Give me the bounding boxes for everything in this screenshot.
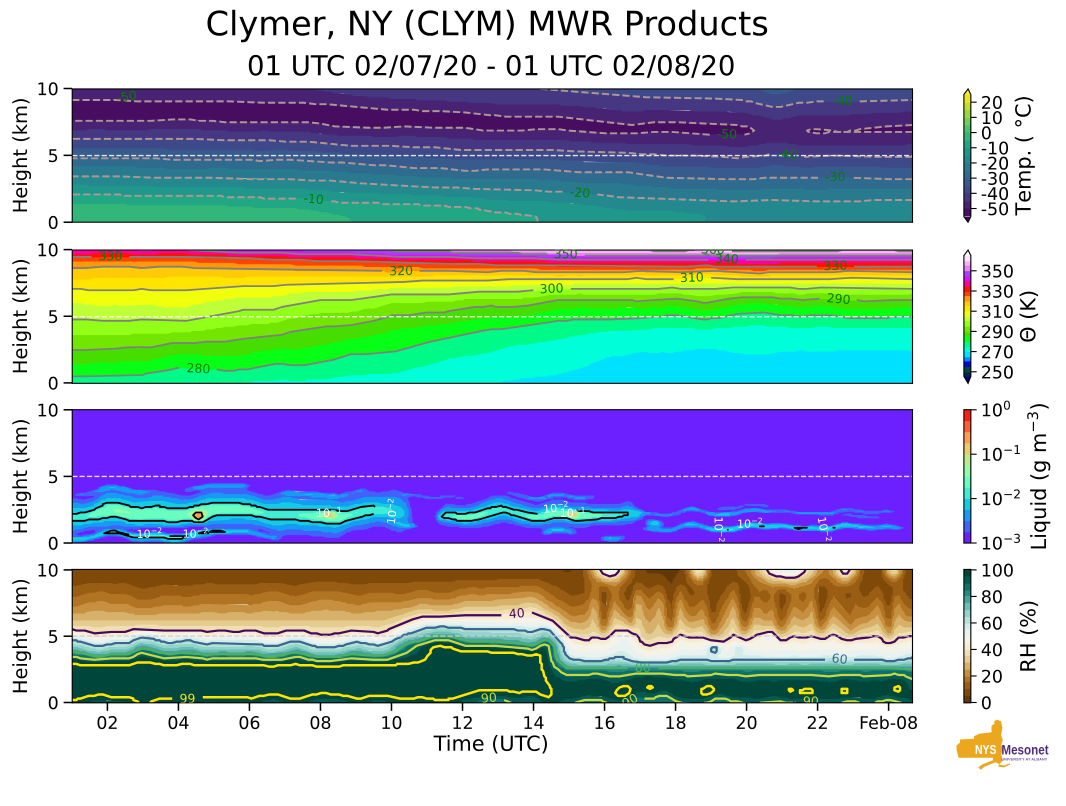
svg-text:UNIVERSITY AT ALBANY: UNIVERSITY AT ALBANY: [1001, 756, 1047, 761]
svg-text:NYS: NYS: [975, 742, 997, 757]
svg-text:Mesonet: Mesonet: [1001, 743, 1049, 758]
